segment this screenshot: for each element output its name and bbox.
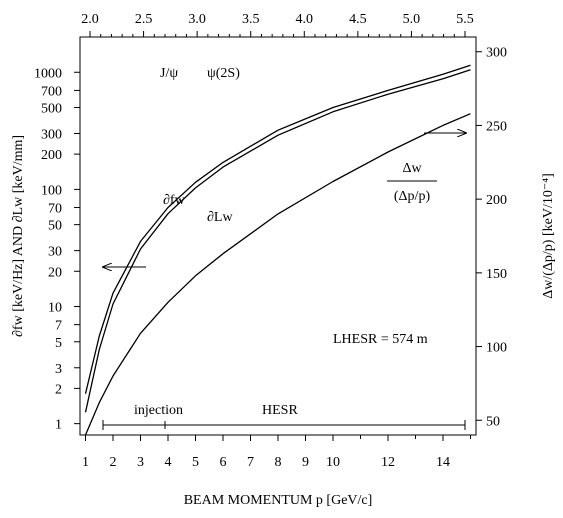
left-tick-label: 2 (55, 382, 62, 397)
top-tick-label: 4.0 (296, 12, 314, 27)
left-tick-label: 70 (48, 202, 62, 217)
bottom-tick-label: 7 (247, 455, 254, 470)
top-tick-label: 3.5 (242, 12, 260, 27)
series-line-2 (84, 113, 471, 436)
dfw-label: ∂fw (163, 193, 186, 208)
dw-denominator: (Δp/p) (394, 189, 431, 204)
curves (84, 64, 471, 436)
bottom-tick-label: 4 (165, 455, 172, 470)
left-axis-title: ∂fw [keV/Hz] AND ∂Lw [keV/mm] (11, 135, 26, 337)
left-tick-label: 7 (55, 319, 62, 334)
left-tick-label: 30 (48, 245, 62, 260)
bottom-tick-label: 10 (326, 455, 340, 470)
series-line-0 (84, 64, 471, 394)
right-tick-label: 200 (486, 193, 507, 208)
top-tick-label: 5.5 (456, 12, 474, 27)
left-tick-label: 200 (41, 148, 62, 163)
top-axis-ticks: 2.0 2.5 3.0 3.5 4.0 4.5 5.0 5.5 (81, 12, 474, 37)
hesr-label: HESR (262, 403, 298, 418)
left-tick-label: 1 (55, 418, 62, 433)
left-tick-label: 5 (55, 336, 62, 351)
dw-numerator: Δw (402, 161, 422, 176)
left-tick-label: 1000 (34, 66, 62, 81)
left-tick-label: 10 (48, 301, 62, 316)
hesr-length-label: LHESR = 574 m (333, 332, 428, 347)
right-axis-title: Δw/(Δp/p) [keV/10⁻⁴] (541, 173, 556, 299)
bottom-tick-label: 14 (436, 455, 450, 470)
right-axis-ticks: 50 100 150 200 250 300 (476, 46, 507, 429)
bottom-tick-label: 8 (275, 455, 282, 470)
top-tick-label: 3.0 (188, 12, 206, 27)
series-line-1 (84, 69, 471, 413)
injection-label: injection (134, 403, 183, 418)
bottom-tick-label: 12 (381, 455, 395, 470)
left-tick-label: 300 (41, 128, 62, 143)
bottom-tick-label: 3 (137, 455, 144, 470)
psi2s-label: ψ(2S) (207, 66, 240, 81)
right-tick-label: 100 (486, 341, 507, 356)
bottom-tick-label: 5 (192, 455, 199, 470)
bottom-tick-label: 1 (82, 455, 89, 470)
top-tick-label: 2.0 (81, 12, 99, 27)
top-tick-label: 5.0 (403, 12, 421, 27)
bottom-tick-label: 2 (110, 455, 117, 470)
jpsi-label: J/ψ (160, 66, 178, 81)
left-tick-label: 700 (41, 84, 62, 99)
dlw-label: ∂Lw (207, 210, 233, 225)
left-tick-label: 500 (41, 102, 62, 117)
plot-frame (79, 36, 477, 436)
top-tick-label: 2.5 (135, 12, 153, 27)
right-tick-label: 50 (486, 414, 500, 429)
left-tick-label: 20 (48, 265, 62, 280)
right-tick-label: 300 (486, 46, 507, 61)
right-tick-label: 150 (486, 267, 507, 282)
left-tick-label: 100 (41, 183, 62, 198)
bottom-tick-label: 6 (220, 455, 227, 470)
left-tick-label: 3 (55, 362, 62, 377)
right-tick-label: 250 (486, 119, 507, 134)
left-tick-label: 50 (48, 219, 62, 234)
top-tick-label: 4.5 (349, 12, 367, 27)
left-axis-ticks: 1 2 3 5 7 10 20 30 50 70 100 200 300 500 700 1000 (34, 66, 80, 433)
bottom-tick-label: 9 (302, 455, 309, 470)
bottom-axis-ticks: 1 2 3 4 5 6 7 8 9 10 12 14 (82, 435, 471, 470)
x-axis-title: BEAM MOMENTUM p [GeV/c] (184, 493, 373, 508)
